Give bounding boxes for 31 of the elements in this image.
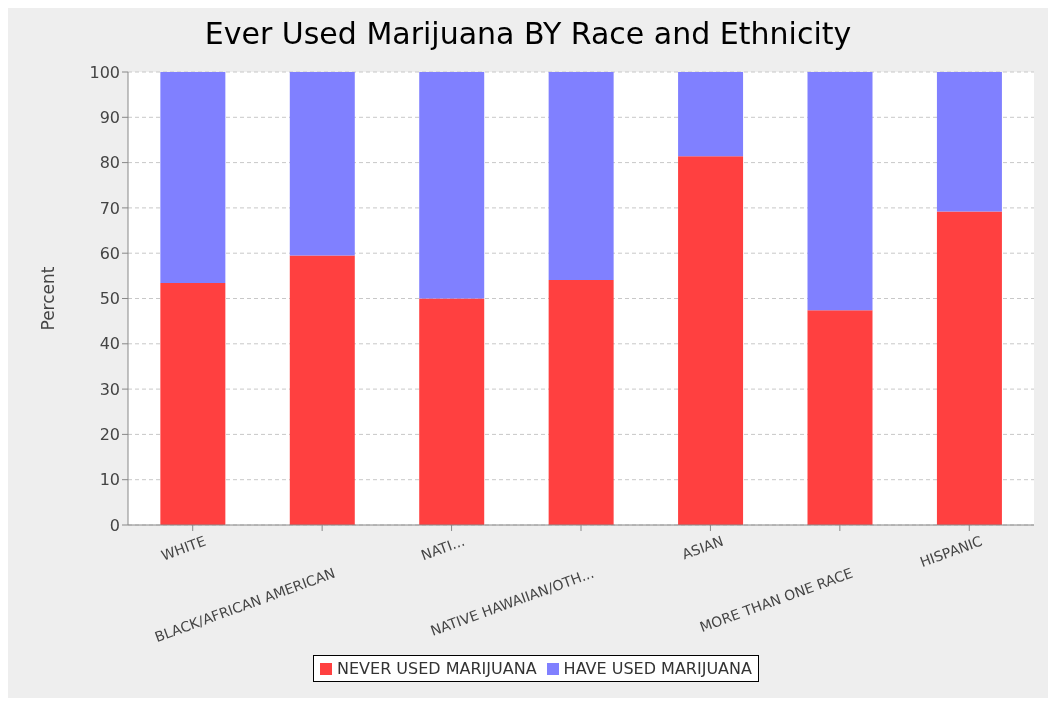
- x-tick-label: NATI...: [418, 532, 467, 564]
- y-tick-label: 10: [99, 470, 120, 490]
- y-tick-label: 90: [99, 107, 120, 127]
- y-axis-title: Percent: [38, 266, 59, 331]
- y-tick-label: 40: [99, 334, 120, 354]
- bar: [807, 72, 873, 311]
- y-tick-label: 100: [89, 62, 120, 82]
- chart-title: Ever Used Marijuana BY Race and Ethnicity: [203, 15, 853, 53]
- y-tick-label: 50: [99, 289, 120, 309]
- bar: [419, 72, 485, 299]
- bar: [807, 310, 873, 525]
- legend-label: NEVER USED MARIJUANA: [336, 659, 537, 678]
- bar: [160, 283, 226, 525]
- bar: [419, 298, 485, 525]
- y-tick-label: 80: [99, 153, 120, 173]
- bar: [548, 72, 614, 280]
- legend-label: HAVE USED MARIJUANA: [562, 659, 752, 678]
- bar: [678, 156, 744, 525]
- y-tick-label: 70: [99, 198, 120, 218]
- y-tick-label: 30: [99, 379, 120, 399]
- bar: [160, 72, 226, 284]
- bar: [936, 211, 1002, 525]
- bar: [548, 279, 614, 525]
- bar: [289, 255, 355, 525]
- y-tick-label: 60: [99, 243, 120, 263]
- bar: [289, 72, 355, 256]
- y-tick-label: 0: [109, 515, 120, 535]
- bar: [678, 72, 744, 157]
- bar: [936, 72, 1002, 212]
- y-tick-label: 20: [99, 425, 120, 445]
- x-tick-label: MORE THAN ONE RACE: [697, 564, 855, 636]
